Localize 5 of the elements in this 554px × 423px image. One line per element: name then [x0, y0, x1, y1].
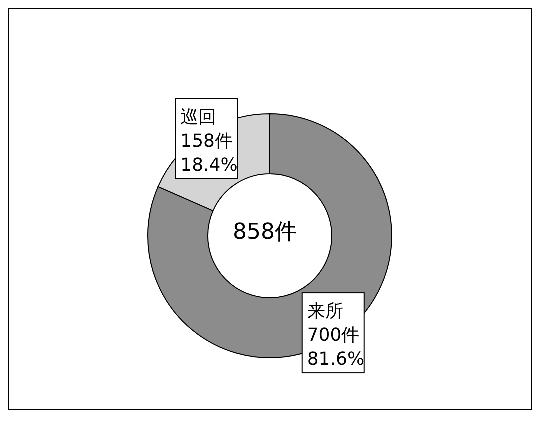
slice-label: 巡回	[180, 106, 217, 128]
text: 858件	[233, 220, 297, 245]
slice-label: 来所	[307, 301, 344, 322]
data-label: 700件 81.6%	[307, 325, 365, 370]
data-label: 158件 18.4%	[180, 130, 238, 176]
